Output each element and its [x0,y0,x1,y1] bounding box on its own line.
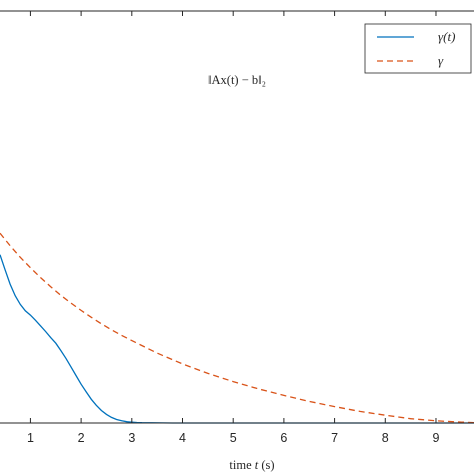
x-tick-label: 6 [280,431,287,445]
x-axis-label: time t (s) [229,458,274,472]
x-tick-label: 1 [27,431,34,445]
x-tick-label: 7 [331,431,338,445]
x-tick-label: 3 [128,431,135,445]
legend: γ(t) γ [364,23,472,74]
plot-area [0,11,474,423]
legend-box [364,23,472,74]
legend-label-gamma: γ [438,53,444,68]
annotation-norm: ‖Ax(t) − b‖₂ [208,73,266,87]
series-line-gamma [0,232,474,424]
x-tick-label: 9 [433,431,440,445]
x-tick-label: 4 [179,431,186,445]
x-tick-label: 5 [230,431,237,445]
x-tick-label: 8 [382,431,389,445]
legend-label-gamma-t: γ(t) [438,29,455,44]
ticks-layer: 1 2 3 4 5 6 7 8 9 [27,11,440,445]
x-tick-label: 2 [78,431,85,445]
axes-frame [0,10,474,424]
